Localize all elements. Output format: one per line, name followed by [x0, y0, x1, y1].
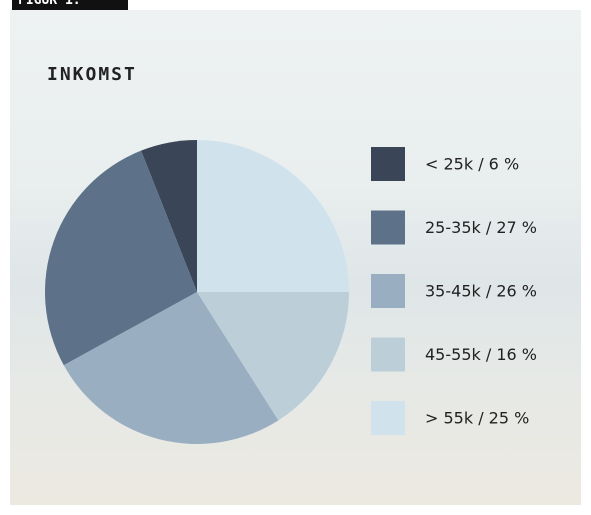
legend-swatch	[371, 401, 405, 435]
pie-slice	[197, 292, 349, 421]
legend-label: 45-55k / 16 %	[425, 345, 537, 364]
legend-swatch	[371, 337, 405, 372]
legend-swatch	[371, 210, 405, 245]
pie-slice	[197, 140, 349, 292]
legend-label: 25-35k / 27 %	[425, 218, 537, 237]
legend-label: 35-45k / 26 %	[425, 282, 537, 301]
pie-slice	[141, 140, 197, 292]
legend-label: > 55k / 25 %	[425, 409, 529, 428]
legend-swatch	[371, 147, 405, 181]
pie-slice	[63, 292, 279, 445]
legend-swatch	[371, 274, 405, 308]
pie-slice	[45, 150, 197, 366]
chart-title: INKOMST	[47, 64, 137, 85]
figure-tag: FIGUR 1:	[12, 0, 128, 10]
legend-label: < 25k / 6 %	[425, 155, 519, 174]
